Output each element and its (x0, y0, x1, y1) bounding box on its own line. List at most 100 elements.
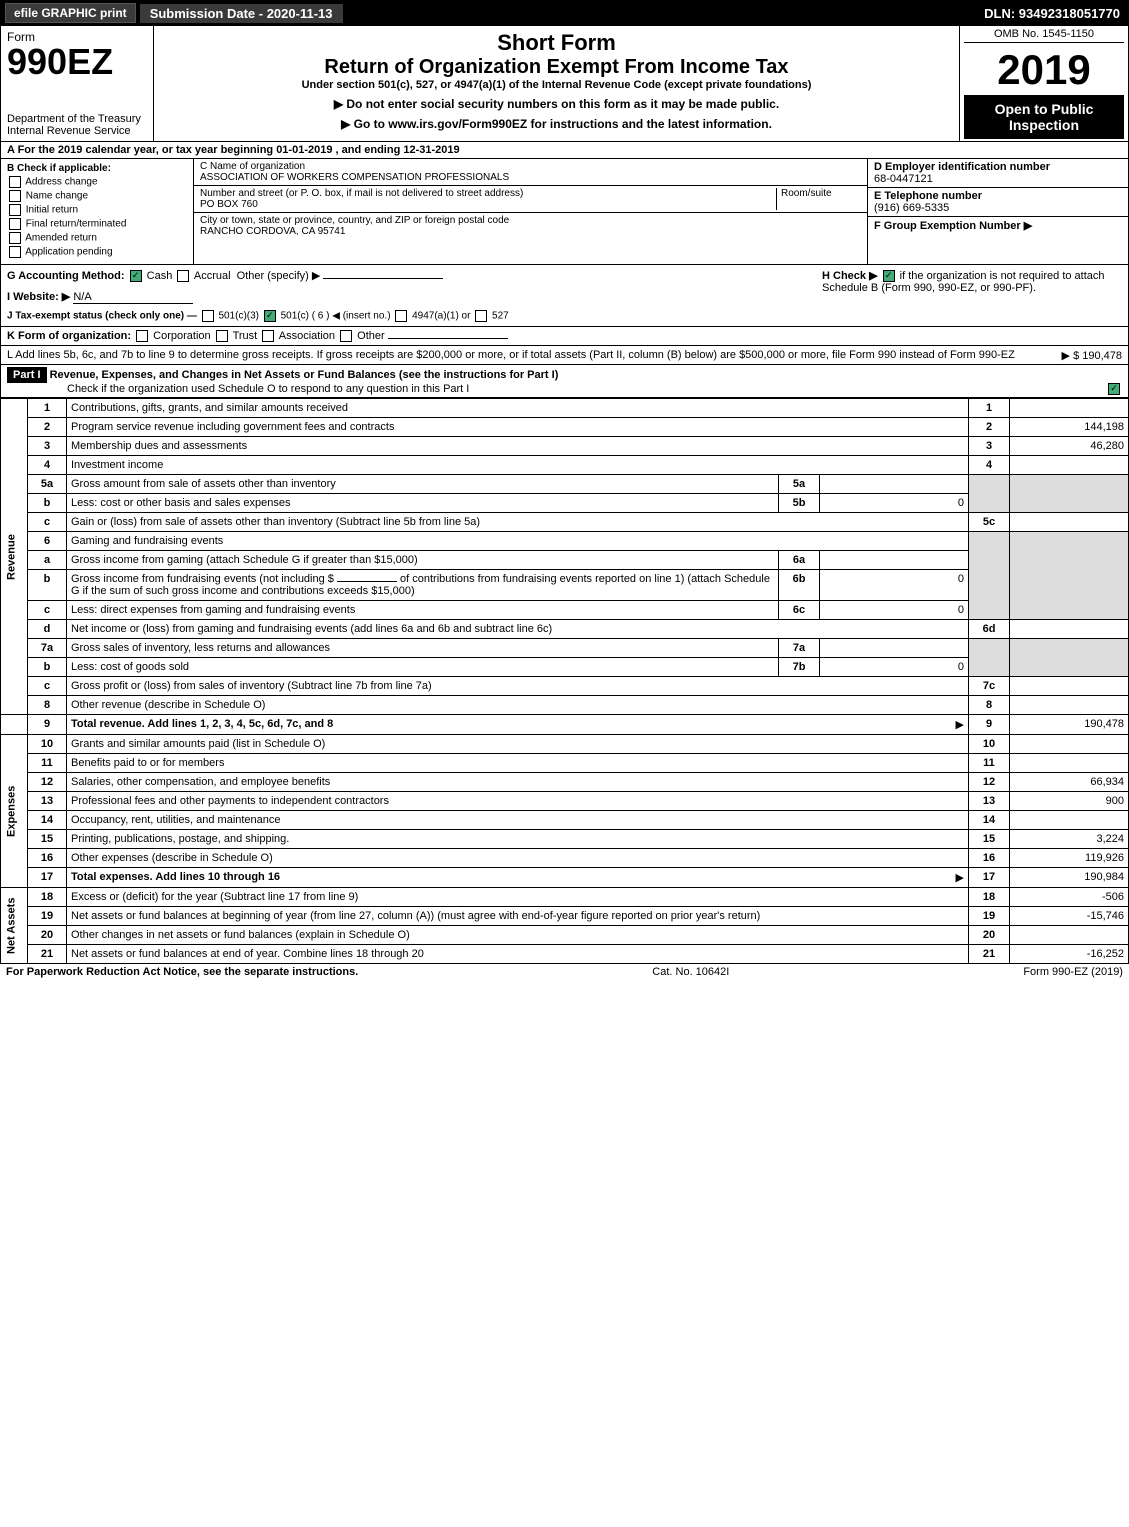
ck-other-org[interactable] (340, 330, 352, 342)
ck-trust[interactable] (216, 330, 228, 342)
h-label: H Check ▶ (822, 270, 878, 282)
desc-7b: Less: cost of goods sold (67, 658, 779, 677)
an-13: 13 (969, 792, 1010, 811)
ck-app-pending[interactable] (9, 246, 21, 258)
ck-corp[interactable] (136, 330, 148, 342)
desc-17: Total expenses. Add lines 10 through 16 (71, 871, 280, 883)
subamt-7b: 0 (820, 658, 969, 677)
c-column: C Name of organization ASSOCIATION OF WO… (194, 159, 867, 264)
amt-20 (1010, 926, 1129, 945)
amt-5c (1010, 513, 1129, 532)
amt-21: -16,252 (1010, 945, 1129, 964)
subamt-5a (820, 475, 969, 494)
ln-7b: b (28, 658, 67, 677)
desc-6: Gaming and fundraising events (67, 532, 969, 551)
part1-bar: Part I (7, 367, 47, 383)
ck-assoc[interactable] (262, 330, 274, 342)
amt-16: 119,926 (1010, 849, 1129, 868)
ln-6b: b (28, 570, 67, 601)
ck-h[interactable] (883, 270, 895, 282)
an-21: 21 (969, 945, 1010, 964)
sub-5a: 5a (779, 475, 820, 494)
desc-6d: Net income or (loss) from gaming and fun… (67, 620, 969, 639)
ln-16: 16 (28, 849, 67, 868)
opt-4947: 4947(a)(1) or (412, 311, 470, 322)
title-short-form: Short Form (160, 30, 953, 56)
form-ref: Form 990-EZ (2019) (1023, 966, 1123, 978)
entity-block: B Check if applicable: Address change Na… (0, 159, 1129, 265)
ck-address-change[interactable] (9, 176, 21, 188)
amt-13: 900 (1010, 792, 1129, 811)
opt-name-change: Name change (26, 191, 88, 202)
desc-19: Net assets or fund balances at beginning… (67, 907, 969, 926)
ln-21: 21 (28, 945, 67, 964)
open-public: Open to Public Inspection (964, 95, 1124, 139)
g-h-block: G Accounting Method: Cash Accrual Other … (0, 265, 1129, 327)
topbar: efile GRAPHIC print Submission Date - 20… (0, 0, 1129, 26)
ln-12: 12 (28, 773, 67, 792)
k-label: K Form of organization: (7, 330, 131, 342)
amt-12: 66,934 (1010, 773, 1129, 792)
opt-527: 527 (492, 311, 509, 322)
ln-13: 13 (28, 792, 67, 811)
opt-app-pending: Application pending (25, 247, 112, 258)
desc-11: Benefits paid to or for members (67, 754, 969, 773)
efile-print-button[interactable]: efile GRAPHIC print (5, 3, 136, 23)
opt-amended: Amended return (25, 233, 97, 244)
ck-initial-return[interactable] (9, 204, 21, 216)
opt-other-specify: Other (specify) ▶ (237, 270, 321, 282)
org-address: PO BOX 760 (200, 199, 776, 210)
ck-accrual[interactable] (177, 270, 189, 282)
desc-20: Other changes in net assets or fund bala… (67, 926, 969, 945)
ln-3: 3 (28, 437, 67, 456)
desc-6c: Less: direct expenses from gaming and fu… (67, 601, 779, 620)
ck-501c3[interactable] (202, 310, 214, 322)
an-18: 18 (969, 888, 1010, 907)
subamt-5b: 0 (820, 494, 969, 513)
ck-name-change[interactable] (9, 190, 21, 202)
k-line: K Form of organization: Corporation Trus… (0, 327, 1129, 346)
subamt-6c: 0 (820, 601, 969, 620)
form-number: 990EZ (7, 44, 147, 80)
ln-5a: 5a (28, 475, 67, 494)
omb-number: OMB No. 1545-1150 (964, 28, 1124, 43)
amt-15: 3,224 (1010, 830, 1129, 849)
subamt-6a (820, 551, 969, 570)
ln-5c: c (28, 513, 67, 532)
part1-header: Part I Revenue, Expenses, and Changes in… (0, 365, 1129, 398)
ck-527[interactable] (475, 310, 487, 322)
ln-6d: d (28, 620, 67, 639)
ln-7a: 7a (28, 639, 67, 658)
ck-final-return[interactable] (9, 218, 21, 230)
i-label: I Website: ▶ (7, 291, 70, 303)
an-17: 17 (969, 868, 1010, 888)
tax-year: 2019 (964, 43, 1124, 95)
ck-amended[interactable] (9, 232, 21, 244)
goto-link[interactable]: ▶ Go to www.irs.gov/Form990EZ for instru… (160, 117, 953, 131)
ck-501c[interactable] (264, 310, 276, 322)
c-addr-label: Number and street (or P. O. box, if mail… (200, 188, 776, 199)
ck-4947[interactable] (395, 310, 407, 322)
opt-final-return: Final return/terminated (26, 219, 127, 230)
an-8: 8 (969, 696, 1010, 715)
sidebar-net-assets: Net Assets (1, 888, 28, 964)
desc-4: Investment income (67, 456, 969, 475)
subamt-6b: 0 (820, 570, 969, 601)
an-6d: 6d (969, 620, 1010, 639)
amt-2: 144,198 (1010, 418, 1129, 437)
sub-7a: 7a (779, 639, 820, 658)
ck-cash[interactable] (130, 270, 142, 282)
amt-14 (1010, 811, 1129, 830)
ln-6c: c (28, 601, 67, 620)
ck-schedule-o[interactable] (1108, 383, 1120, 395)
part1-title: Revenue, Expenses, and Changes in Net As… (50, 369, 559, 381)
amt-9: 190,478 (1010, 715, 1129, 735)
amt-8 (1010, 696, 1129, 715)
amt-6d (1010, 620, 1129, 639)
amt-19: -15,746 (1010, 907, 1129, 926)
an-16: 16 (969, 849, 1010, 868)
an-2: 2 (969, 418, 1010, 437)
sub-7b: 7b (779, 658, 820, 677)
org-name: ASSOCIATION OF WORKERS COMPENSATION PROF… (200, 172, 861, 183)
dept-treasury: Department of the Treasury (7, 113, 147, 125)
